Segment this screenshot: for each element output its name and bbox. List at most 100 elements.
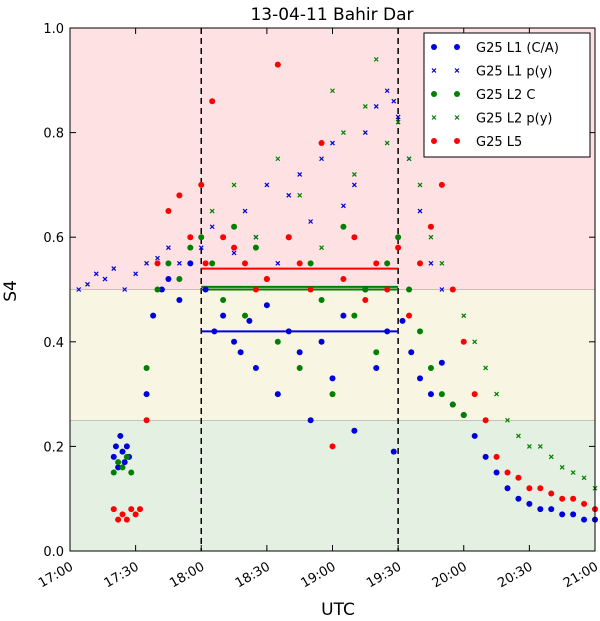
x-tick-label: 20:00 <box>430 559 470 591</box>
data-point <box>122 287 128 292</box>
data-point <box>537 485 544 492</box>
data-point <box>318 140 325 147</box>
data-point <box>123 443 130 450</box>
data-point <box>505 417 510 423</box>
data-point <box>144 260 149 266</box>
data-point <box>329 443 336 450</box>
data-point <box>318 296 325 303</box>
data-point <box>119 448 126 455</box>
data-point <box>373 104 379 109</box>
data-point <box>427 364 434 371</box>
data-point <box>515 495 522 502</box>
x-tick-label: 20:30 <box>495 559 535 591</box>
data-point <box>176 260 182 266</box>
data-point <box>112 443 119 450</box>
data-point <box>417 375 423 382</box>
data-point <box>340 312 347 319</box>
legend-label: G25 L2 p(y) <box>476 112 552 127</box>
data-point <box>176 192 183 199</box>
legend-label: G25 L5 <box>476 135 522 150</box>
data-points <box>76 56 598 523</box>
data-point <box>318 338 325 345</box>
data-point <box>242 260 248 267</box>
data-point <box>408 349 415 356</box>
data-point <box>362 286 369 293</box>
data-point <box>246 317 253 324</box>
y-tick-label: 0.2 <box>43 440 64 455</box>
data-point <box>581 475 587 481</box>
data-point <box>242 208 248 214</box>
data-point <box>285 328 292 335</box>
data-point <box>472 339 478 345</box>
y-axis-label: S4 <box>1 280 21 302</box>
data-point <box>176 296 183 303</box>
data-point <box>133 271 139 277</box>
data-point <box>395 114 401 120</box>
data-point <box>581 516 588 523</box>
data-point <box>166 245 171 251</box>
x-tick-label: 19:30 <box>364 559 404 591</box>
legend-marker <box>431 138 437 144</box>
y-tick-label: 1.0 <box>43 22 64 37</box>
data-point <box>93 271 99 277</box>
legend: G25 L1 (C/A) G25 L1 p(y) G25 L2 C G25 L2 p(… <box>423 32 591 158</box>
data-point <box>395 119 401 125</box>
data-point <box>119 511 126 518</box>
data-point <box>341 130 346 136</box>
series-4 <box>110 61 598 523</box>
data-point <box>384 260 391 267</box>
data-point <box>548 506 555 513</box>
data-point <box>119 464 126 471</box>
data-point <box>526 485 533 492</box>
data-point <box>128 506 135 513</box>
data-point <box>341 203 346 209</box>
data-point <box>117 432 124 439</box>
y-tick-label: 0.6 <box>43 231 64 246</box>
data-point <box>237 349 244 356</box>
data-point <box>570 511 577 518</box>
data-point <box>176 276 183 283</box>
legend-label: G25 L1 p(y) <box>476 65 552 80</box>
data-point <box>274 61 281 68</box>
data-point <box>319 245 324 251</box>
data-point <box>417 328 423 335</box>
data-point <box>286 192 292 198</box>
data-point <box>202 260 209 267</box>
data-point <box>132 511 139 518</box>
data-point <box>516 433 521 439</box>
data-point <box>264 182 270 188</box>
data-point <box>285 234 292 241</box>
data-point <box>123 453 130 460</box>
data-point <box>570 495 577 502</box>
data-point <box>351 234 358 241</box>
data-point <box>482 417 489 424</box>
data-point <box>275 260 281 266</box>
data-point <box>198 234 205 241</box>
data-point <box>187 234 194 241</box>
data-point <box>548 454 554 460</box>
data-point <box>252 244 259 251</box>
data-point <box>85 281 90 287</box>
data-point <box>154 260 161 267</box>
data-point <box>307 417 314 424</box>
data-point <box>406 286 413 293</box>
data-point <box>384 286 391 293</box>
data-point <box>165 276 172 283</box>
data-point <box>559 464 565 470</box>
data-point <box>296 260 303 267</box>
data-point <box>428 260 434 266</box>
data-point <box>384 328 391 335</box>
data-point <box>438 181 445 188</box>
y-tick-label: 0.0 <box>43 545 64 560</box>
data-point <box>559 511 566 518</box>
data-point <box>471 391 478 398</box>
data-point <box>526 500 533 507</box>
data-point <box>504 485 511 492</box>
data-point <box>209 260 216 267</box>
data-point <box>417 182 423 188</box>
data-point <box>297 172 303 177</box>
data-point <box>395 244 402 251</box>
data-point <box>504 469 511 476</box>
data-point <box>231 338 238 345</box>
